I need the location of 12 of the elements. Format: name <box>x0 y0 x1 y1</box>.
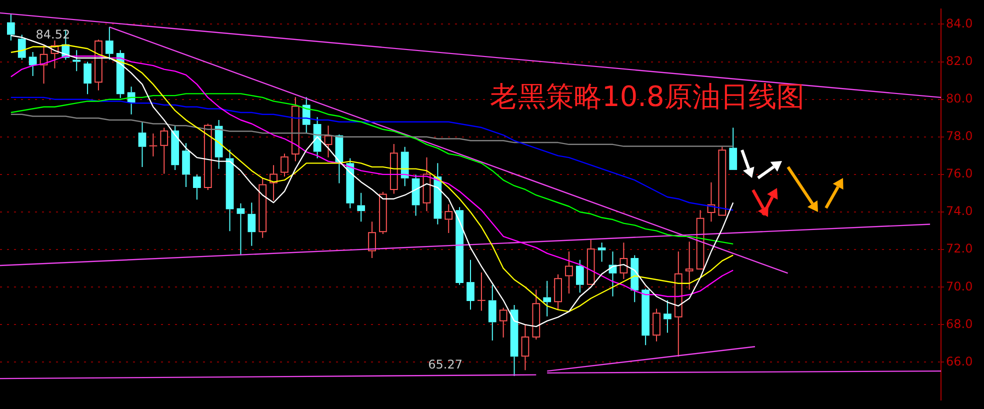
y-tick-label: 74.0 <box>946 204 973 218</box>
y-tick-label: 84.0 <box>946 16 973 30</box>
y-tick-label: 78.0 <box>946 129 973 144</box>
y-tick-label: 72.0 <box>946 242 973 256</box>
y-tick-label: 80.0 <box>946 91 973 106</box>
annotation: 65.27 <box>428 358 463 372</box>
y-tick-label: 76.0 <box>946 166 973 181</box>
y-tick-label: 82.0 <box>946 54 973 68</box>
text: 老黑策略10.8原油日线图 <box>490 79 804 115</box>
y-tick-label: 68.0 <box>946 316 973 331</box>
y-tick-label: 66.0 <box>946 354 973 368</box>
y-tick-label: 70.0 <box>946 279 973 294</box>
